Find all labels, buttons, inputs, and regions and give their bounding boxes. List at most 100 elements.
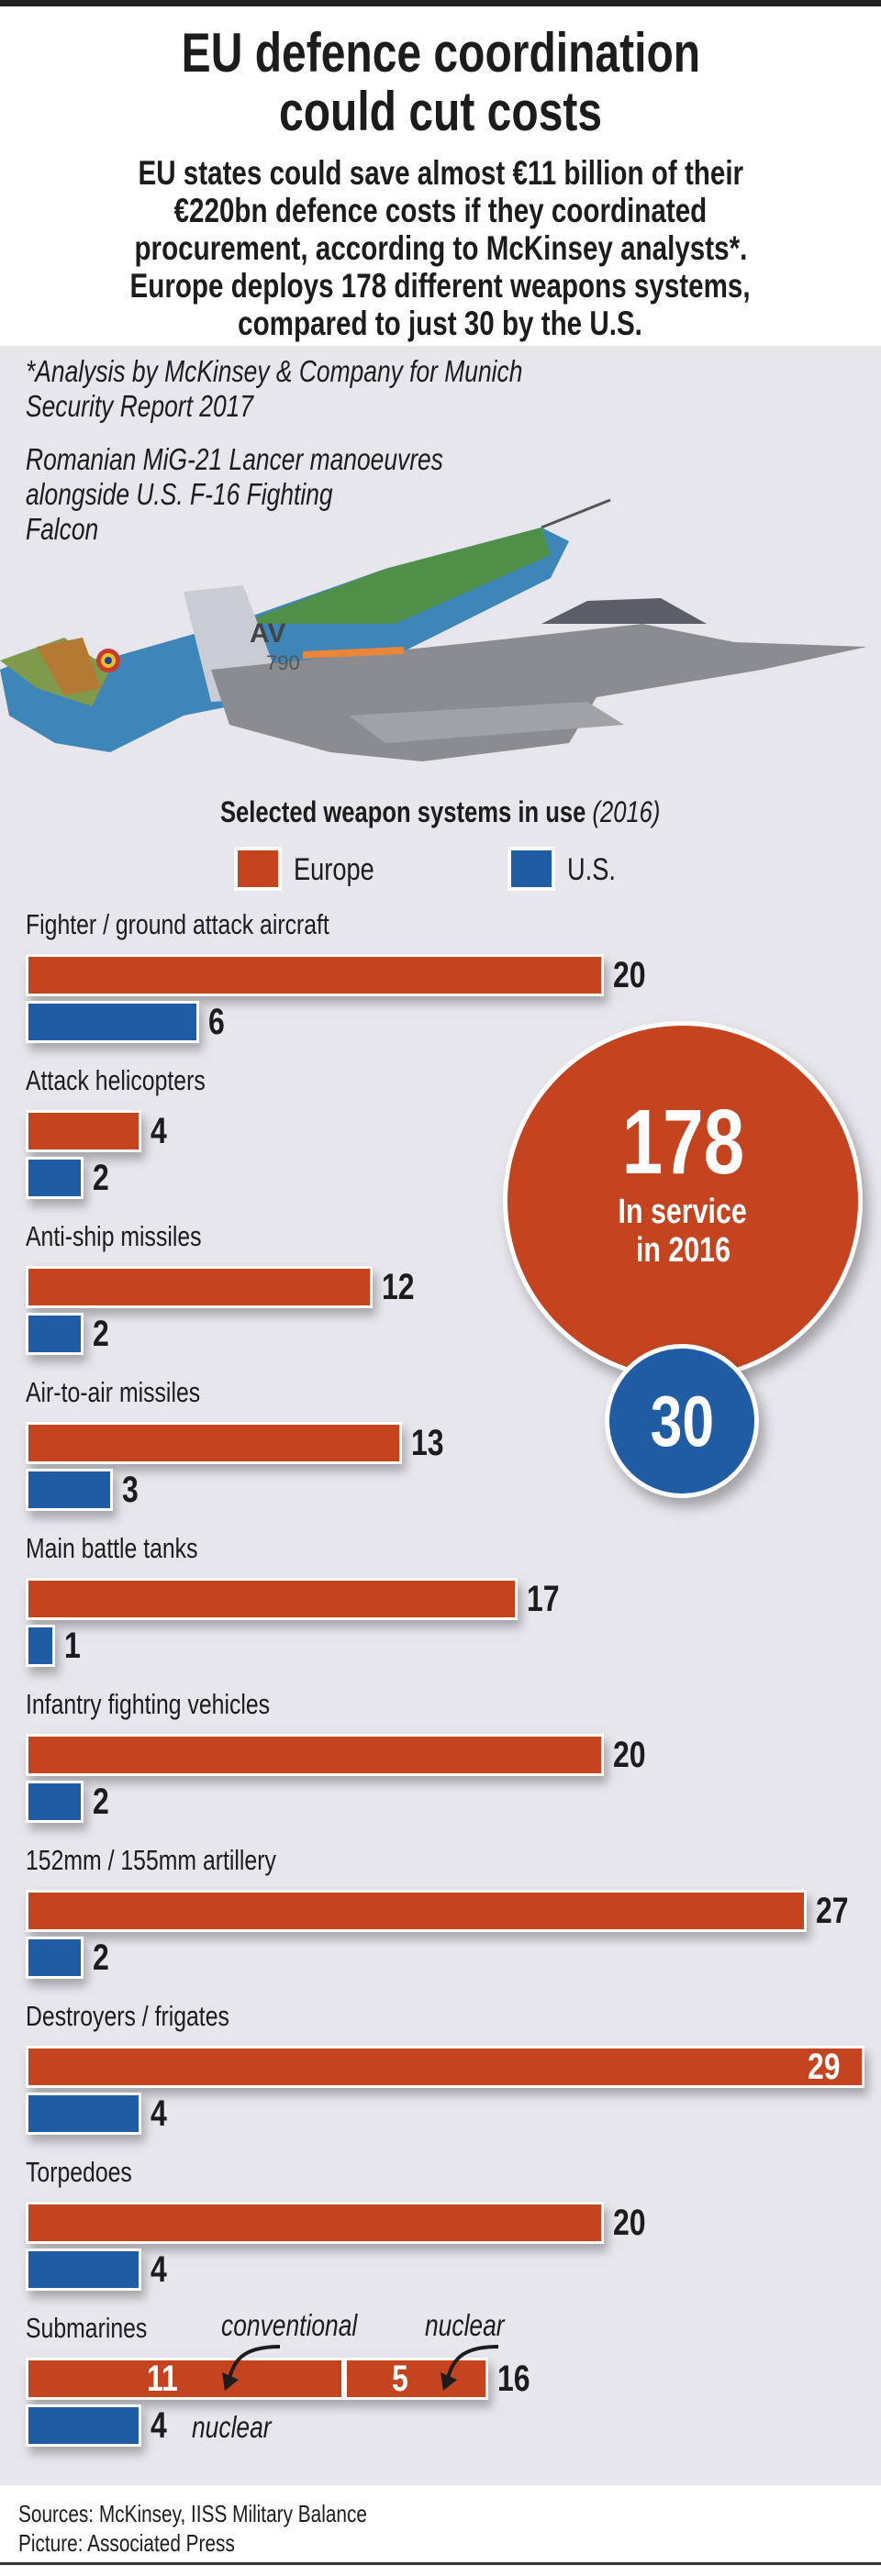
category-label: Air-to-air missiles — [26, 1376, 244, 1409]
chart-title-year: (2016) — [592, 795, 661, 828]
category-label: 152mm / 155mm artillery — [26, 1844, 339, 1877]
europe-bar — [26, 1734, 604, 1776]
category-label: Submarines — [26, 2312, 177, 2345]
us-value: 4 — [151, 2249, 171, 2290]
europe-value-text: 29 — [807, 2047, 841, 2087]
europe-bar-segment — [343, 2358, 488, 2400]
segment-annotation-text: conventional — [221, 2308, 358, 2342]
europe-total-value: 178 — [621, 1091, 744, 1194]
europe-segment-value: 5 — [392, 2359, 412, 2399]
category-label-text: Submarines — [26, 2312, 148, 2344]
europe-value: 27 — [816, 1891, 857, 1931]
us-value: 2 — [93, 1938, 113, 1978]
picture-credit-text: Picture: Associated Press — [18, 2529, 235, 2557]
headline-line-1: EU defence coordination — [181, 22, 700, 83]
us-bar — [26, 1157, 84, 1199]
us-total-value: 30 — [650, 1381, 714, 1461]
category-label-text: Fighter / ground attack aircraft — [26, 908, 329, 940]
headline-line-2: could cut costs — [278, 81, 603, 142]
europe-value: 13 — [411, 1423, 452, 1463]
category-label-text: Infantry fighting vehicles — [26, 1688, 271, 1720]
category-label-text: Air-to-air missiles — [26, 1376, 201, 1408]
us-bar — [26, 1937, 84, 1979]
subtitle: EU states could save almost €11 billion … — [0, 154, 881, 342]
us-bar — [26, 2404, 141, 2447]
us-value-text: 4 — [151, 2405, 167, 2446]
picture-credit: Picture: Associated Press — [18, 2529, 289, 2557]
category-label: Main battle tanks — [26, 1532, 240, 1565]
us-value-text: 2 — [93, 1158, 109, 1198]
category-label: Anti-ship missiles — [26, 1220, 245, 1253]
category-label-text: Destroyers / frigates — [26, 2000, 229, 2032]
category-label: Destroyers / frigates — [26, 2000, 280, 2033]
europe-bar — [26, 1890, 807, 1932]
subtitle-line: EU states could save almost €11 billion … — [138, 154, 743, 192]
bottom-rule — [0, 2562, 881, 2565]
europe-value-text: 17 — [526, 1579, 560, 1619]
europe-total-circle: 178 In service in 2016 — [503, 1021, 863, 1381]
arrowhead-icon — [440, 2372, 457, 2391]
us-total-circle: 30 — [605, 1344, 759, 1498]
category-label-text: Torpedoes — [26, 2156, 132, 2188]
us-value-text: 2 — [93, 1938, 109, 1978]
europe-segment-value-text: 5 — [391, 2359, 408, 2399]
caption-line: alongside U.S. F-16 Fighting — [26, 477, 333, 511]
subtitle-line: procurement, according to McKinsey analy… — [134, 229, 747, 267]
sources-text: Sources: McKinsey, IISS Military Balance — [18, 2500, 367, 2527]
europe-total-year: in 2016 — [635, 1231, 730, 1270]
us-bar — [26, 1625, 55, 1667]
us-bar — [26, 1001, 199, 1043]
europe-value-text: 20 — [613, 1735, 646, 1775]
us-value: 2 — [93, 1782, 113, 1822]
europe-bar — [26, 954, 604, 996]
legend-us-label: U.S. — [567, 852, 616, 887]
caption-line: Romanian MiG-21 Lancer manoeuvres — [26, 442, 443, 476]
europe-value: 29 — [808, 2047, 849, 2087]
category-label-text: Anti-ship missiles — [26, 1220, 202, 1252]
footnote-line: Security Report 2017 — [26, 389, 254, 423]
europe-bar — [26, 1422, 402, 1464]
legend-us: U.S. — [567, 852, 628, 888]
category-label-text: Main battle tanks — [26, 1532, 198, 1564]
us-bar — [26, 2093, 141, 2135]
category-label-text: Attack helicopters — [26, 1064, 206, 1096]
footnote: *Analysis by McKinsey & Company for Muni… — [26, 354, 647, 424]
us-value-text: 4 — [151, 2249, 167, 2290]
europe-bar-segment — [26, 2358, 344, 2400]
us-bar — [26, 1469, 113, 1511]
us-value-text: 2 — [93, 1782, 109, 1822]
europe-segment-value-text: 11 — [146, 2359, 178, 2399]
chart-title: Selected weapon systems in use (2016) — [0, 794, 881, 829]
us-value-text: 6 — [208, 1002, 225, 1042]
us-value: 4 — [151, 2405, 171, 2446]
us-value-text: 1 — [63, 1626, 81, 1666]
us-annotation-text: nuclear — [192, 2410, 272, 2444]
segment-annotation: conventional — [221, 2308, 391, 2343]
europe-value-text: 27 — [815, 1891, 849, 1931]
chart-title-text: Selected weapon systems in use — [220, 795, 586, 828]
us-annotation: nuclear — [192, 2410, 291, 2445]
annotation-arrows — [222, 2345, 499, 2391]
us-value-text: 3 — [121, 1470, 139, 1510]
segment-annotation: nuclear — [425, 2308, 524, 2343]
europe-value-text: 4 — [151, 1111, 167, 1151]
europe-value: 16 — [497, 2359, 539, 2399]
europe-value: 20 — [613, 1735, 654, 1775]
europe-bar — [26, 2202, 604, 2244]
europe-bar — [26, 1578, 518, 1620]
us-bar — [26, 1313, 84, 1355]
europe-total-label: In service — [618, 1193, 748, 1231]
europe-bar — [26, 2046, 864, 2088]
footnote-line: *Analysis by McKinsey & Company for Muni… — [26, 354, 523, 388]
segment-annotation-text: nuclear — [425, 2308, 505, 2342]
europe-value: 4 — [151, 1111, 171, 1151]
europe-value-text: 20 — [613, 955, 646, 995]
tail-serial: 790 — [266, 651, 300, 674]
category-label-text: 152mm / 155mm artillery — [26, 1844, 276, 1876]
us-value: 3 — [122, 1470, 142, 1510]
caption-line: Falcon — [26, 512, 99, 546]
top-rule — [0, 0, 881, 6]
europe-value: 20 — [613, 955, 654, 995]
us-value: 4 — [151, 2093, 171, 2134]
subtitle-line: Europe deploys 178 different weapons sys… — [129, 267, 752, 305]
